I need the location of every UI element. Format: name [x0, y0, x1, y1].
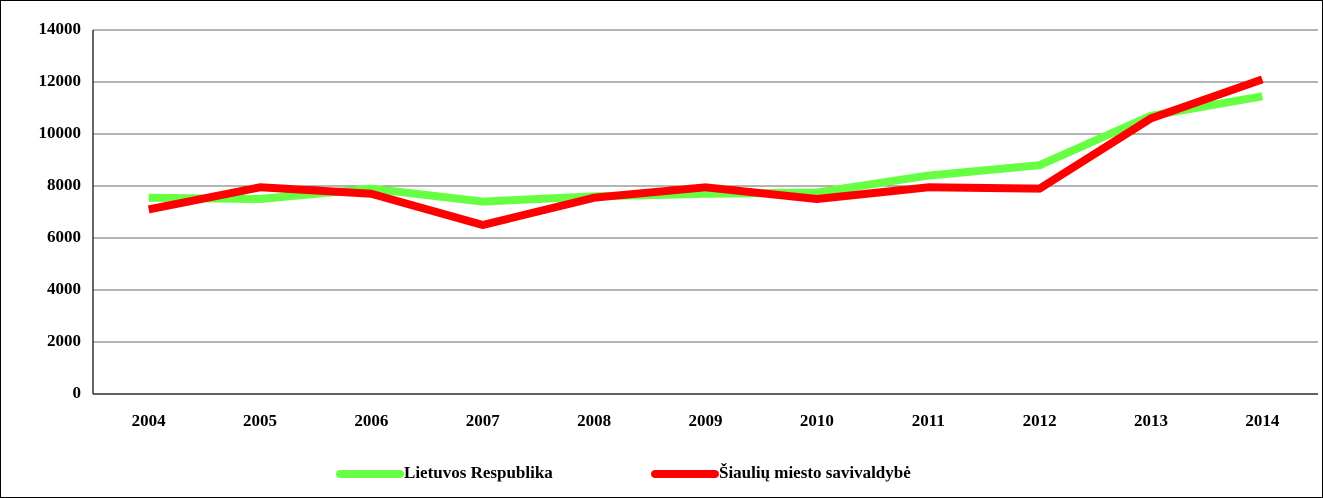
- y-tick-label: 14000: [39, 19, 82, 38]
- data-line: [147, 75, 1264, 229]
- y-tick-label: 8000: [47, 175, 81, 194]
- legend-label: Lietuvos Respublika: [404, 463, 553, 482]
- x-tick-label: 2007: [466, 411, 501, 430]
- y-tick-label: 4000: [47, 279, 81, 298]
- y-tick-label: 12000: [39, 71, 82, 90]
- y-tick-label: 10000: [39, 123, 82, 142]
- x-tick-label: 2004: [132, 411, 167, 430]
- legend-label: Šiaulių miesto savivaldybė: [719, 463, 911, 482]
- x-tick-label: 2006: [354, 411, 388, 430]
- x-tick-label: 2011: [912, 411, 945, 430]
- x-tick-label: 2013: [1134, 411, 1168, 430]
- x-tick-label: 2014: [1245, 411, 1280, 430]
- x-tick-label: 2005: [243, 411, 277, 430]
- x-tick-label: 2010: [800, 411, 834, 430]
- y-tick-label: 0: [73, 383, 82, 402]
- y-tick-label: 2000: [47, 331, 81, 350]
- x-tick-label: 2012: [1023, 411, 1057, 430]
- y-tick-label: 6000: [47, 227, 81, 246]
- x-tick-label: 2008: [577, 411, 611, 430]
- x-tick-label: 2009: [689, 411, 723, 430]
